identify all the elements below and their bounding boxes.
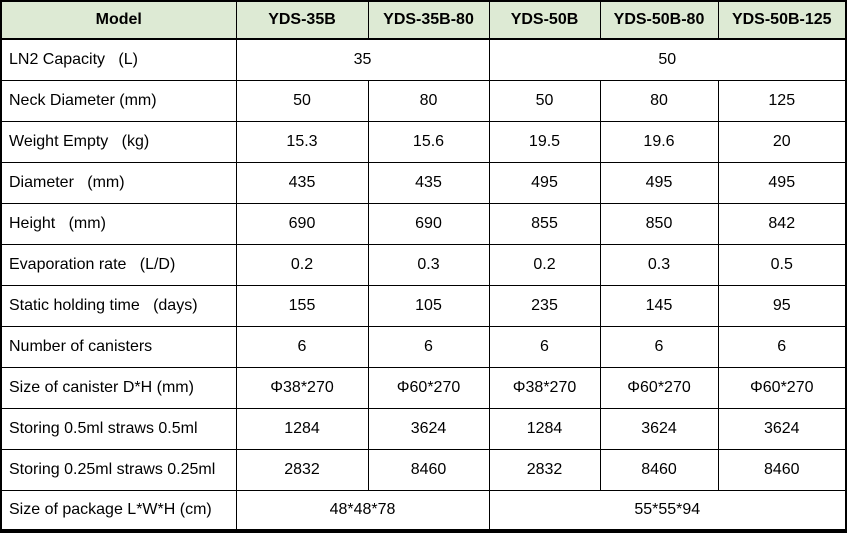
row-label: Size of canister D*H (mm) [0,366,237,409]
table-cell: 435 [235,161,369,204]
col-header-yds-35b: YDS-35B [235,0,369,40]
table-cell: 235 [488,284,601,327]
table-cell: 50 [488,79,601,122]
table-cell: 15.6 [367,120,490,163]
table-cell: 850 [599,202,719,245]
table-cell: 3624 [367,407,490,450]
row-label: Neck Diameter (mm) [0,79,237,122]
table-cell: Φ60*270 [599,366,719,409]
row-label: Diameter (mm) [0,161,237,204]
table-cell: 2832 [235,448,369,491]
table-row-evaporation-rate: Evaporation rate (L/D) 0.2 0.3 0.2 0.3 0… [0,243,847,286]
table-cell: 55*55*94 [488,489,847,532]
table-cell: 8460 [717,448,847,491]
table-cell: 50 [235,79,369,122]
table-row-ln2-capacity: LN2 Capacity (L) 35 50 [0,38,847,81]
table-row-diameter: Diameter (mm) 435 435 495 495 495 [0,161,847,204]
table-cell: 1284 [235,407,369,450]
table-cell: 48*48*78 [235,489,490,532]
table-cell: 80 [367,79,490,122]
table-cell: Φ60*270 [717,366,847,409]
table-cell: 855 [488,202,601,245]
row-label: Static holding time (days) [0,284,237,327]
table-row-static-holding-time: Static holding time (days) 155 105 235 1… [0,284,847,327]
table-cell: 495 [599,161,719,204]
row-label: Storing 0.25ml straws 0.25ml [0,448,237,491]
table-cell: 3624 [717,407,847,450]
table-cell: 0.5 [717,243,847,286]
row-label: Number of canisters [0,325,237,368]
table-cell: 20 [717,120,847,163]
col-header-model: Model [0,0,237,40]
row-label: Storing 0.5ml straws 0.5ml [0,407,237,450]
row-label: Size of package L*W*H (cm) [0,489,237,532]
table-cell: 19.5 [488,120,601,163]
table-cell: 125 [717,79,847,122]
table-cell: 6 [717,325,847,368]
table-cell: 435 [367,161,490,204]
table-cell: 0.2 [235,243,369,286]
table-cell: 19.6 [599,120,719,163]
table-cell: Φ38*270 [488,366,601,409]
col-header-yds-50b-125: YDS-50B-125 [717,0,847,40]
table-cell: 6 [235,325,369,368]
table-cell: 495 [717,161,847,204]
row-label: Height (mm) [0,202,237,245]
table-row-weight-empty: Weight Empty (kg) 15.3 15.6 19.5 19.6 20 [0,120,847,163]
table-cell: 6 [599,325,719,368]
row-label: LN2 Capacity (L) [0,38,237,81]
table-row-package-size: Size of package L*W*H (cm) 48*48*78 55*5… [0,489,847,532]
row-label: Evaporation rate (L/D) [0,243,237,286]
table-cell: 155 [235,284,369,327]
col-header-yds-50b-80: YDS-50B-80 [599,0,719,40]
col-header-yds-50b: YDS-50B [488,0,601,40]
table-cell: 1284 [488,407,601,450]
table-cell: 2832 [488,448,601,491]
table-cell: 80 [599,79,719,122]
table-cell: 35 [235,38,490,81]
table-cell: Φ60*270 [367,366,490,409]
table-cell: 842 [717,202,847,245]
table-cell: 105 [367,284,490,327]
table-cell: 6 [488,325,601,368]
table-cell: 690 [235,202,369,245]
table-cell: 95 [717,284,847,327]
table-row-number-of-canisters: Number of canisters 6 6 6 6 6 [0,325,847,368]
table-cell: 690 [367,202,490,245]
table-cell: 0.3 [599,243,719,286]
table-cell: 0.3 [367,243,490,286]
table-cell: 6 [367,325,490,368]
row-label: Weight Empty (kg) [0,120,237,163]
table-cell: 8460 [367,448,490,491]
table-cell: 3624 [599,407,719,450]
table-cell: Φ38*270 [235,366,369,409]
table-row-height: Height (mm) 690 690 855 850 842 [0,202,847,245]
table-row-canister-size: Size of canister D*H (mm) Φ38*270 Φ60*27… [0,366,847,409]
table-cell: 50 [488,38,847,81]
table-cell: 145 [599,284,719,327]
table-row-storing-05ml: Storing 0.5ml straws 0.5ml 1284 3624 128… [0,407,847,450]
col-header-yds-35b-80: YDS-35B-80 [367,0,490,40]
table-cell: 8460 [599,448,719,491]
header-row: Model YDS-35B YDS-35B-80 YDS-50B YDS-50B… [0,0,847,40]
table-cell: 0.2 [488,243,601,286]
table-cell: 15.3 [235,120,369,163]
table-cell: 495 [488,161,601,204]
table-row-neck-diameter: Neck Diameter (mm) 50 80 50 80 125 [0,79,847,122]
table-row-storing-025ml: Storing 0.25ml straws 0.25ml 2832 8460 2… [0,448,847,491]
spec-table: Model YDS-35B YDS-35B-80 YDS-50B YDS-50B… [0,0,847,533]
